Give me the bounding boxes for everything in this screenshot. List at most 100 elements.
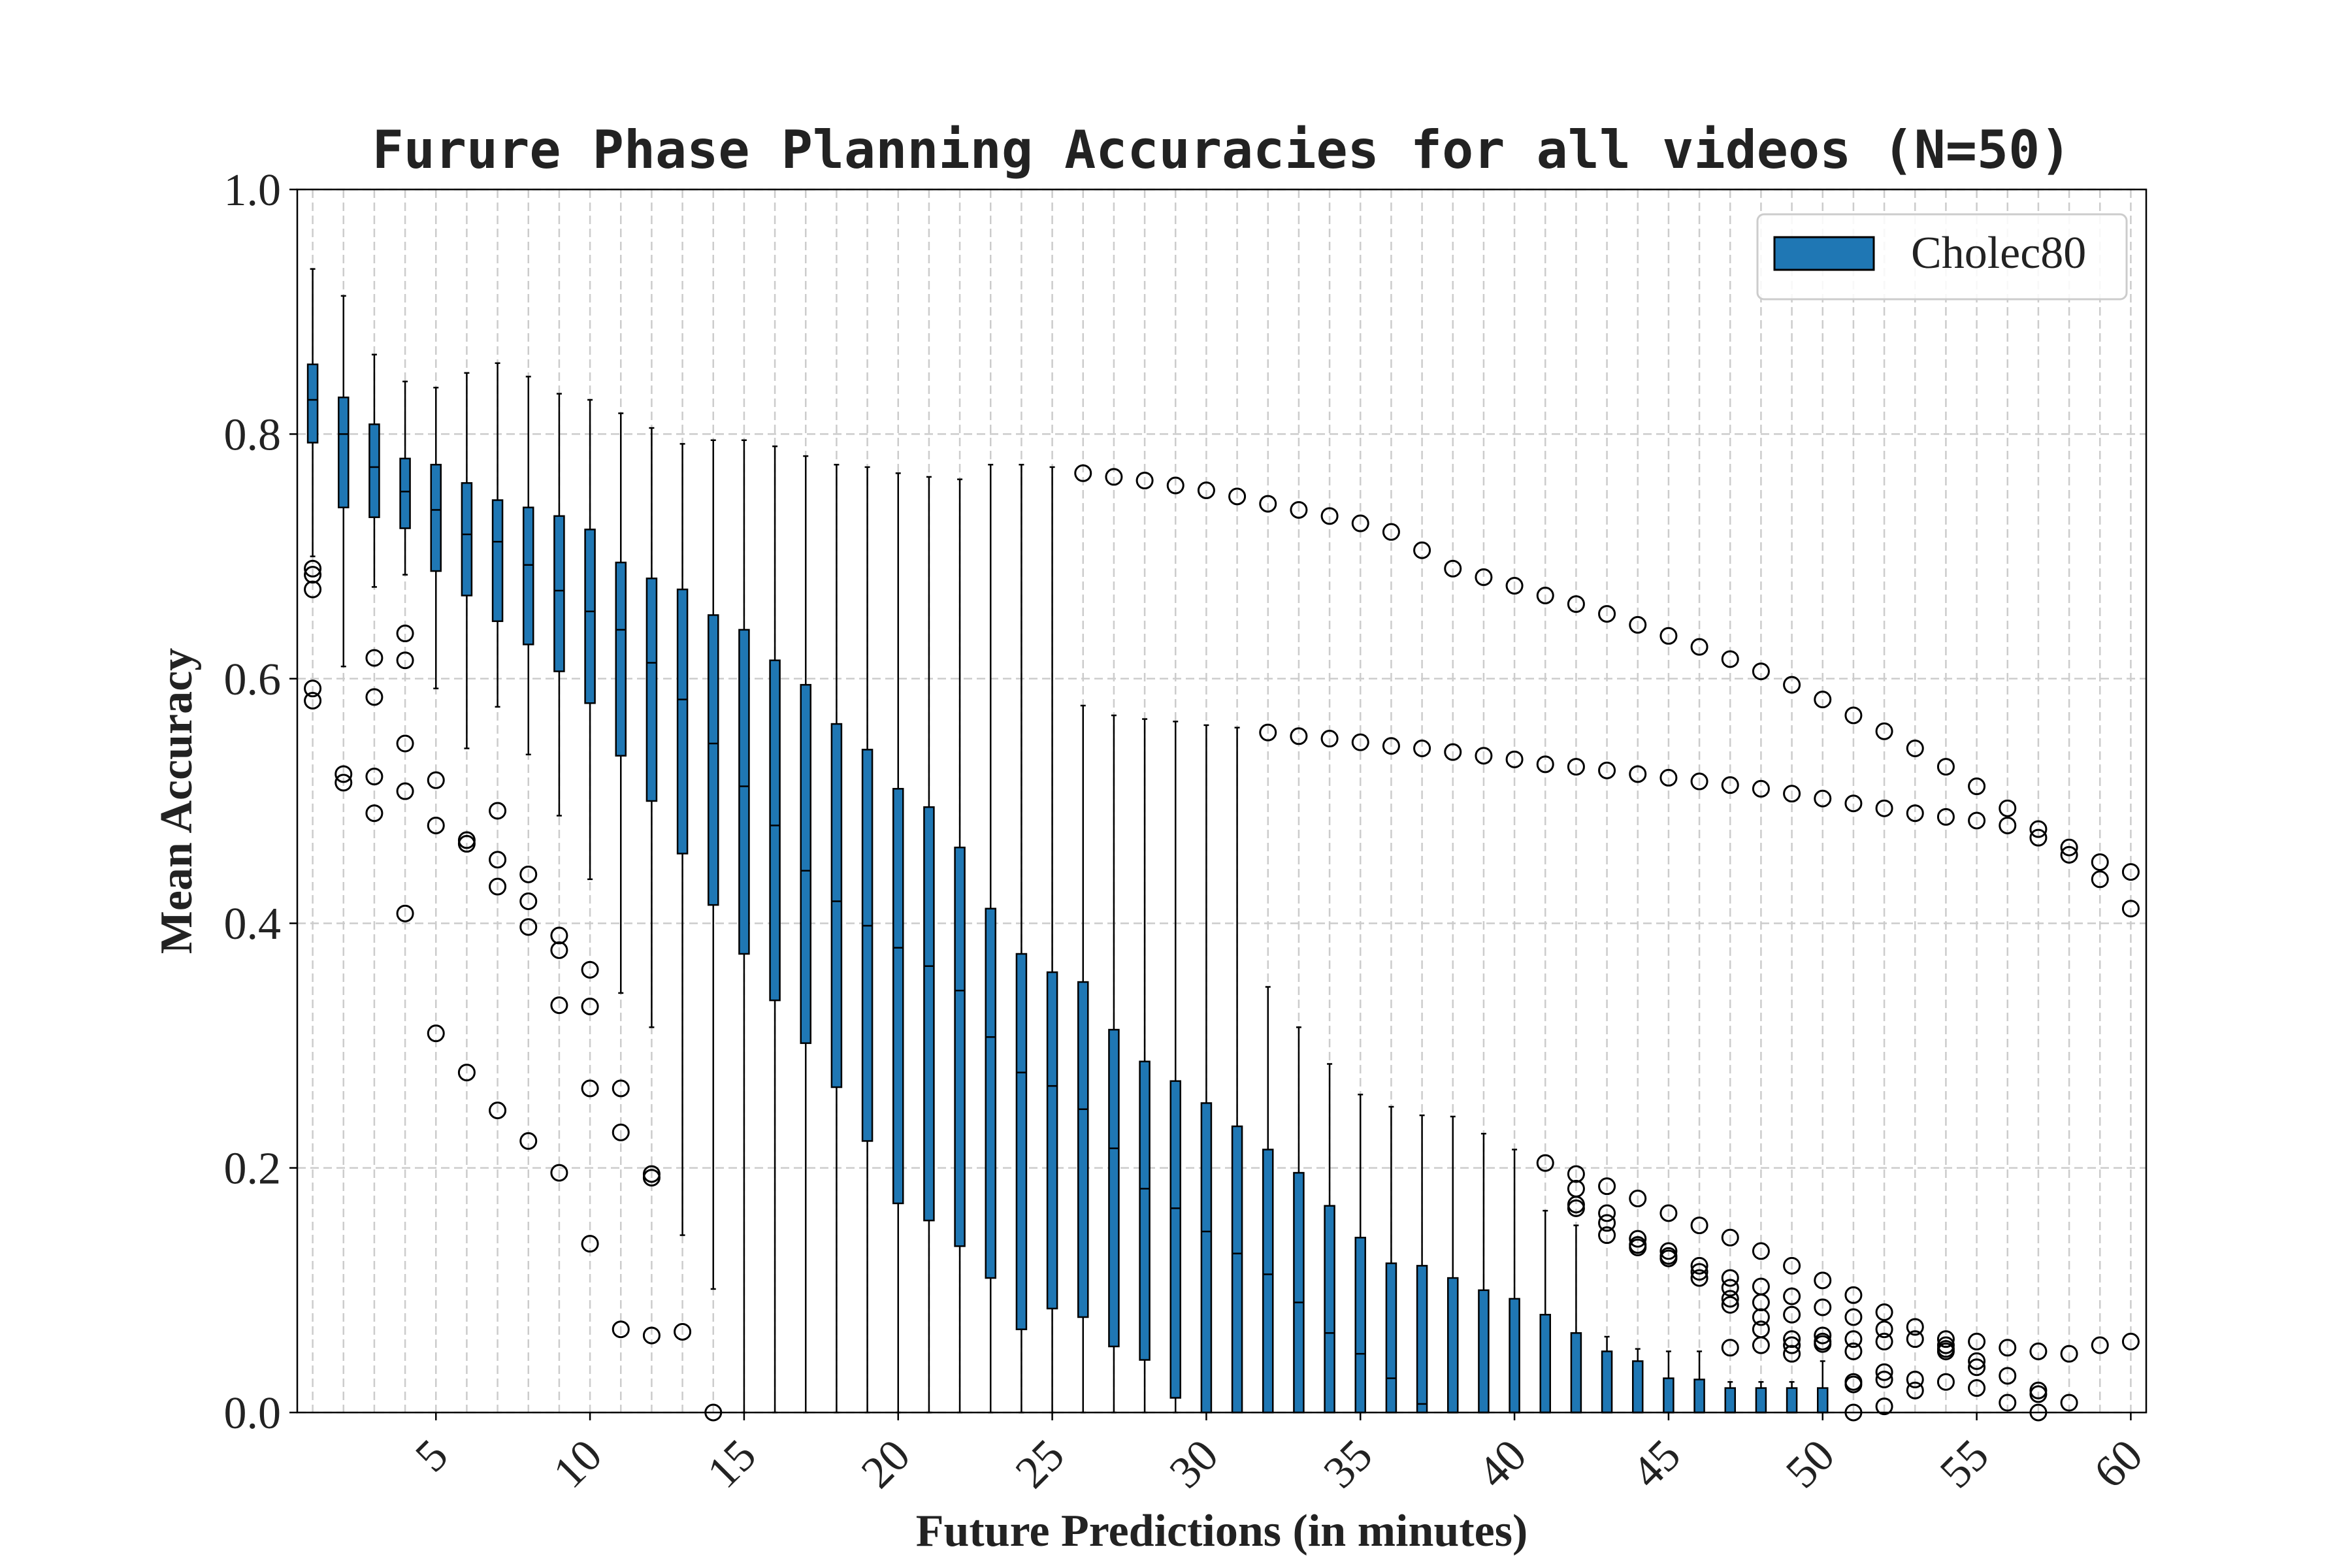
outlier-point — [427, 1024, 445, 1043]
outlier-point — [489, 851, 507, 869]
outlier-point — [1721, 650, 1739, 668]
outlier-point — [457, 1064, 476, 1082]
outlier-point — [1752, 662, 1770, 681]
y-axis-ticks: 0.0 0.2 0.4 0.6 0.8 1.0 — [224, 165, 297, 1439]
outlier-point — [1814, 691, 1832, 709]
box — [1509, 1298, 1520, 1414]
box — [1539, 1313, 1551, 1414]
outlier-point — [1844, 1286, 1863, 1304]
outlier-point — [1690, 772, 1708, 791]
outlier-point — [1936, 1342, 1955, 1360]
outlier-point — [1074, 464, 1092, 482]
outlier-point — [1659, 1204, 1678, 1222]
outlier-point — [2060, 1345, 2078, 1363]
outlier-point — [1567, 758, 1585, 776]
box — [553, 515, 565, 672]
box — [1200, 1102, 1213, 1414]
outlier-point — [335, 774, 353, 792]
y-tick-label: 0.4 — [224, 899, 282, 949]
outlier-point — [1721, 1279, 1739, 1297]
outlier-point — [1906, 1318, 1924, 1336]
outlier-point — [1629, 615, 1647, 634]
outlier-point — [489, 877, 507, 896]
outlier-point — [1875, 722, 1893, 740]
outlier-point — [550, 996, 568, 1015]
box — [1015, 953, 1028, 1330]
outlier-point — [1598, 1204, 1616, 1222]
outlier-point — [1475, 568, 1493, 586]
outlier-point — [1536, 1154, 1554, 1172]
outlier-point — [1999, 1339, 2017, 1357]
box — [1077, 981, 1089, 1318]
box-plot-series — [304, 268, 2140, 1422]
outlier-point — [1968, 1352, 1986, 1370]
outlier-point — [581, 1079, 599, 1098]
legend-label: Cholec80 — [1911, 228, 2086, 278]
outlier-point — [1382, 523, 1400, 541]
outlier-point — [1135, 472, 1154, 490]
outlier-point — [1598, 761, 1616, 779]
outlier-point — [642, 1326, 661, 1345]
outlier-point — [1721, 1269, 1739, 1287]
outlier-point — [2060, 845, 2078, 864]
outlier-point — [1844, 1375, 1863, 1394]
box — [923, 806, 935, 1222]
outlier-point — [1814, 1335, 1832, 1353]
outlier-point — [1320, 730, 1339, 748]
outlier-point — [1968, 1358, 1986, 1377]
outlier-point — [674, 1322, 692, 1341]
outlier-point — [2091, 1336, 2109, 1354]
outlier-point — [1659, 1242, 1678, 1260]
outlier-point — [365, 804, 384, 823]
outlier-point — [1814, 1326, 1832, 1345]
outlier-point — [304, 679, 322, 698]
box — [645, 578, 658, 802]
outlier-point — [2121, 1332, 2140, 1350]
box — [769, 659, 781, 1002]
outlier-point — [1752, 779, 1770, 798]
outlier-point — [1844, 1330, 1863, 1348]
outlier-point — [1629, 1230, 1647, 1248]
box — [738, 629, 750, 955]
legend-swatch — [1773, 236, 1875, 271]
outlier-point — [1690, 1256, 1708, 1275]
outlier-point — [1444, 743, 1462, 761]
outlier-point — [1752, 1308, 1770, 1326]
box — [1108, 1028, 1120, 1348]
box — [1632, 1360, 1644, 1414]
box — [1385, 1262, 1397, 1414]
outlier-point — [581, 997, 599, 1015]
y-tick-label: 0.0 — [224, 1388, 282, 1439]
outlier-point — [365, 649, 384, 667]
y-tick-label: 0.8 — [224, 410, 282, 460]
outlier-point — [1197, 482, 1215, 500]
box — [615, 561, 627, 757]
box — [1231, 1125, 1243, 1414]
y-axis-label: Mean Accuracy — [152, 648, 202, 954]
outlier-point — [519, 892, 538, 911]
outlier-point — [1875, 799, 1893, 817]
box — [892, 788, 904, 1205]
y-tick-label: 0.6 — [224, 655, 282, 705]
y-tick-label: 0.2 — [224, 1144, 282, 1194]
outlier-point — [1536, 587, 1554, 605]
outlier-point — [1290, 500, 1308, 519]
outlier-point — [2029, 828, 2048, 847]
outlier-point — [1844, 794, 1863, 813]
outlier-point — [1598, 1214, 1616, 1232]
box — [338, 396, 350, 508]
outlier-point — [457, 835, 476, 853]
outlier-point — [581, 1235, 599, 1253]
outlier-point — [1721, 1290, 1739, 1308]
outlier-point — [1968, 1379, 1986, 1397]
outlier-point — [1844, 1308, 1863, 1326]
box — [1293, 1171, 1305, 1414]
outlier-point — [1844, 1342, 1863, 1360]
outlier-point — [1567, 1165, 1585, 1183]
outlier-point — [612, 1123, 630, 1141]
legend: Cholec80 — [1756, 213, 2128, 301]
box — [1416, 1265, 1428, 1414]
outlier-point — [1875, 1397, 1893, 1416]
outlier-point — [1844, 706, 1863, 725]
